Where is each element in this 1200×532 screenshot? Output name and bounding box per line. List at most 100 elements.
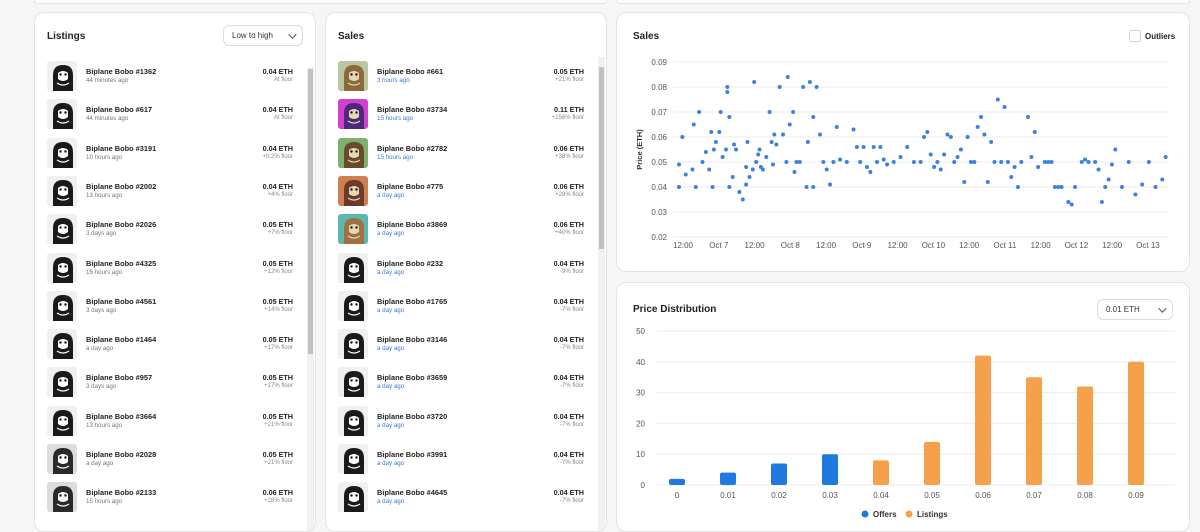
list-item[interactable]: Biplane Bobo #617 44 minutes ago 0.04 ET…: [35, 95, 293, 133]
sale-point[interactable]: [791, 110, 796, 114]
bar-offers[interactable]: [669, 478, 685, 485]
sale-point[interactable]: [1099, 200, 1104, 204]
sale-point[interactable]: [1009, 175, 1014, 179]
sale-point[interactable]: [734, 147, 739, 152]
sale-point[interactable]: [868, 170, 873, 174]
sale-point[interactable]: [725, 90, 730, 94]
sale-point[interactable]: [787, 122, 792, 127]
sale-point[interactable]: [690, 167, 695, 172]
sale-point[interactable]: [693, 185, 698, 189]
sale-point[interactable]: [1029, 155, 1034, 159]
sale-point[interactable]: [911, 160, 916, 164]
sale-point[interactable]: [1036, 165, 1041, 169]
sale-point[interactable]: [709, 130, 714, 134]
sale-point[interactable]: [982, 132, 987, 137]
sale-point[interactable]: [968, 160, 973, 164]
sale-point[interactable]: [898, 155, 903, 159]
sale-point[interactable]: [1046, 160, 1051, 164]
sale-point[interactable]: [975, 125, 980, 129]
bar-listings[interactable]: [1128, 361, 1144, 485]
list-item[interactable]: Biplane Bobo #3659 a day ago 0.04 ETH -7…: [326, 363, 584, 401]
sale-point[interactable]: [740, 197, 745, 202]
sale-point[interactable]: [979, 115, 984, 119]
item-time[interactable]: a day ago: [377, 268, 405, 276]
sale-point[interactable]: [769, 140, 774, 144]
list-item[interactable]: Biplane Bobo #3664 13 hours ago 0.05 ETH…: [35, 402, 293, 440]
sale-point[interactable]: [918, 160, 923, 164]
sale-point[interactable]: [1083, 157, 1088, 162]
sale-point[interactable]: [905, 145, 910, 149]
list-item[interactable]: Biplane Bobo #2028 a day ago 0.05 ETH +2…: [35, 440, 293, 478]
sale-point[interactable]: [952, 160, 957, 164]
sale-point[interactable]: [955, 155, 960, 159]
list-item[interactable]: Biplane Bobo #2782 15 hours ago 0.06 ETH…: [326, 134, 584, 172]
sale-point[interactable]: [727, 185, 732, 189]
sale-point[interactable]: [1019, 160, 1024, 164]
sale-point[interactable]: [1093, 160, 1098, 164]
sale-point[interactable]: [1096, 167, 1101, 172]
sale-point[interactable]: [744, 182, 749, 187]
item-time[interactable]: a day ago: [377, 345, 405, 353]
sale-point[interactable]: [774, 142, 779, 147]
sale-point[interactable]: [1103, 185, 1108, 189]
sale-point[interactable]: [720, 155, 725, 159]
sale-point[interactable]: [794, 160, 799, 164]
sale-point[interactable]: [730, 175, 735, 179]
bar-listings[interactable]: [1077, 386, 1093, 485]
list-item[interactable]: Biplane Bobo #3191 10 hours ago 0.04 ETH…: [35, 134, 293, 172]
sale-point[interactable]: [772, 132, 777, 137]
sale-point[interactable]: [1126, 160, 1131, 164]
sale-point[interactable]: [972, 160, 977, 164]
item-time[interactable]: a day ago: [377, 191, 405, 199]
sale-point[interactable]: [932, 165, 937, 169]
sale-point[interactable]: [752, 80, 757, 84]
sale-point[interactable]: [677, 185, 681, 189]
bucket-select[interactable]: 0.01 ETH: [1097, 299, 1173, 320]
item-time[interactable]: a day ago: [377, 421, 405, 429]
list-item[interactable]: Biplane Bobo #957 3 days ago 0.05 ETH +1…: [35, 363, 293, 401]
legend-label[interactable]: Listings: [917, 510, 948, 519]
sale-point[interactable]: [854, 145, 859, 149]
sale-point[interactable]: [1073, 185, 1078, 189]
sale-point[interactable]: [801, 85, 806, 89]
sale-point[interactable]: [747, 175, 752, 179]
sale-point[interactable]: [875, 160, 880, 164]
sale-point[interactable]: [878, 145, 883, 149]
sale-point[interactable]: [928, 152, 933, 157]
sale-point[interactable]: [764, 155, 769, 159]
sale-point[interactable]: [700, 160, 705, 164]
list-item[interactable]: Biplane Bobo #775 a day ago 0.06 ETH +28…: [326, 172, 584, 210]
sale-point[interactable]: [797, 160, 802, 164]
sale-point[interactable]: [756, 152, 761, 157]
sale-point[interactable]: [831, 160, 836, 164]
list-item[interactable]: Biplane Bobo #4561 3 days ago 0.05 ETH +…: [35, 287, 293, 325]
sale-point[interactable]: [770, 162, 775, 167]
sale-point[interactable]: [691, 122, 696, 127]
list-item[interactable]: Biplane Bobo #1362 44 minutes ago 0.04 E…: [35, 57, 293, 95]
sale-point[interactable]: [718, 110, 723, 114]
sale-point[interactable]: [1005, 160, 1010, 164]
sale-point[interactable]: [817, 132, 822, 137]
sale-point[interactable]: [1163, 155, 1168, 159]
bar-listings[interactable]: [1026, 377, 1042, 485]
sale-point[interactable]: [727, 115, 732, 119]
sale-point[interactable]: [948, 135, 953, 139]
sale-point[interactable]: [989, 140, 994, 144]
sale-point[interactable]: [745, 140, 750, 144]
sale-point[interactable]: [851, 127, 856, 132]
sale-point[interactable]: [861, 145, 866, 149]
sale-point[interactable]: [707, 167, 712, 172]
legend-label[interactable]: Offers: [873, 510, 897, 519]
sale-point[interactable]: [995, 97, 1000, 102]
item-time[interactable]: a day ago: [377, 460, 405, 467]
sale-point[interactable]: [777, 85, 782, 89]
sale-point[interactable]: [824, 167, 829, 172]
sale-point[interactable]: [767, 110, 772, 114]
sale-point[interactable]: [711, 147, 716, 152]
sale-point[interactable]: [1066, 200, 1071, 204]
sale-point[interactable]: [985, 180, 990, 184]
sale-point[interactable]: [784, 160, 789, 164]
item-time[interactable]: a day ago: [377, 383, 405, 391]
sale-point[interactable]: [1120, 185, 1125, 189]
sale-point[interactable]: [828, 182, 833, 187]
